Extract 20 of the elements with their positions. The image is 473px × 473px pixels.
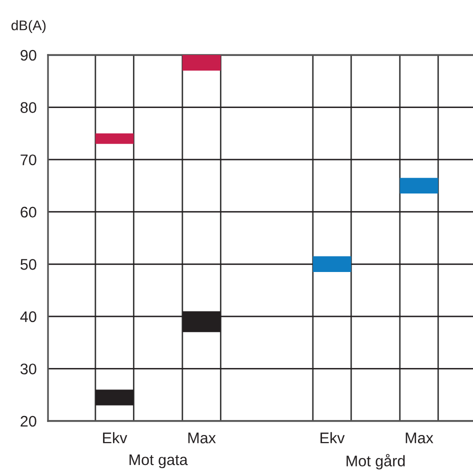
y-tick-label: 40	[20, 311, 36, 322]
text: Mot gata	[130, 454, 188, 468]
bar	[400, 178, 438, 194]
y-axis-title: dB(A)	[11, 20, 46, 34]
y-tick-label: 60	[20, 206, 36, 218]
y-tick-label: 30	[20, 364, 36, 374]
x-tick-label: Ekv	[320, 432, 345, 444]
y-tick-label: 70	[20, 154, 36, 166]
bar	[182, 55, 221, 71]
bar	[95, 133, 134, 144]
text: Mot gård	[346, 454, 405, 470]
y-tick-label: 20	[20, 416, 36, 427]
y-tick-label: 80	[20, 102, 36, 113]
y-tick-label: 50	[20, 259, 36, 270]
bar	[312, 256, 352, 272]
bar	[95, 390, 134, 406]
x-tick-label: Max	[406, 432, 434, 444]
x-tick-label: Ekv	[103, 432, 128, 444]
y-tick-label: 90	[20, 50, 36, 61]
x-tick-label: Max	[188, 432, 216, 444]
